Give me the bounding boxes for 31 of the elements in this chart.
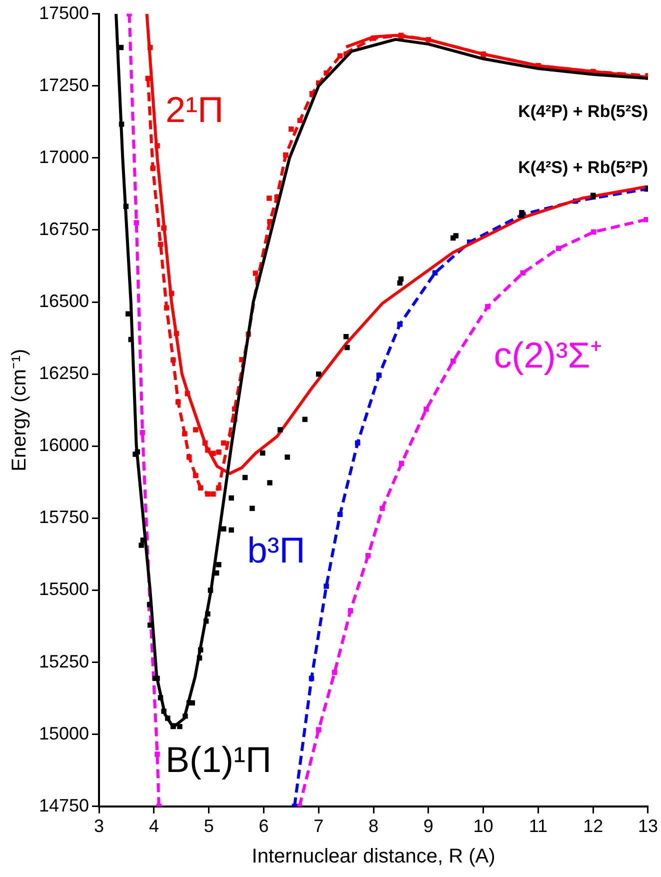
x-tick-label: 6 xyxy=(258,816,269,836)
y-tick-label: 16250 xyxy=(38,363,90,384)
x-tick-label: 12 xyxy=(583,816,604,836)
series-label: c(2)³Σ⁺ xyxy=(494,334,602,376)
y-tick-label: 14750 xyxy=(38,795,90,816)
y-tick-label: 17250 xyxy=(38,74,90,95)
series-label: b³Π xyxy=(247,530,306,571)
annotation: K(4²P) + Rb(5²S) xyxy=(518,102,648,121)
x-tick-label: 3 xyxy=(94,816,104,836)
y-tick-label: 16500 xyxy=(38,290,90,311)
series-label: 2¹Π xyxy=(165,89,224,130)
x-tick-label: 4 xyxy=(148,816,159,836)
y-tick-label: 17500 xyxy=(38,2,90,23)
x-axis-title: Internuclear distance, R (A) xyxy=(252,846,496,868)
x-tick-label: 10 xyxy=(473,816,494,836)
y-tick-label: 15750 xyxy=(38,507,90,528)
annotation: K(4²S) + Rb(5²P) xyxy=(518,158,648,178)
y-tick-label: 15250 xyxy=(38,651,90,672)
x-tick-label: 8 xyxy=(368,816,379,836)
x-tick-label: 5 xyxy=(204,816,214,836)
x-tick-label: 11 xyxy=(528,816,548,836)
y-axis-title: Energy (cm⁻¹) xyxy=(8,348,31,472)
series-label: B(1)¹Π xyxy=(165,738,272,780)
y-tick-label: 15000 xyxy=(38,723,90,744)
x-tick-label: 9 xyxy=(423,816,434,836)
x-tick-label: 13 xyxy=(638,816,658,836)
y-tick-label: 17000 xyxy=(38,146,90,167)
y-tick-label: 16750 xyxy=(38,218,90,239)
y-tick-label: 15500 xyxy=(38,579,90,600)
x-tick-label: 7 xyxy=(314,816,324,836)
y-tick-label: 16000 xyxy=(38,435,90,456)
